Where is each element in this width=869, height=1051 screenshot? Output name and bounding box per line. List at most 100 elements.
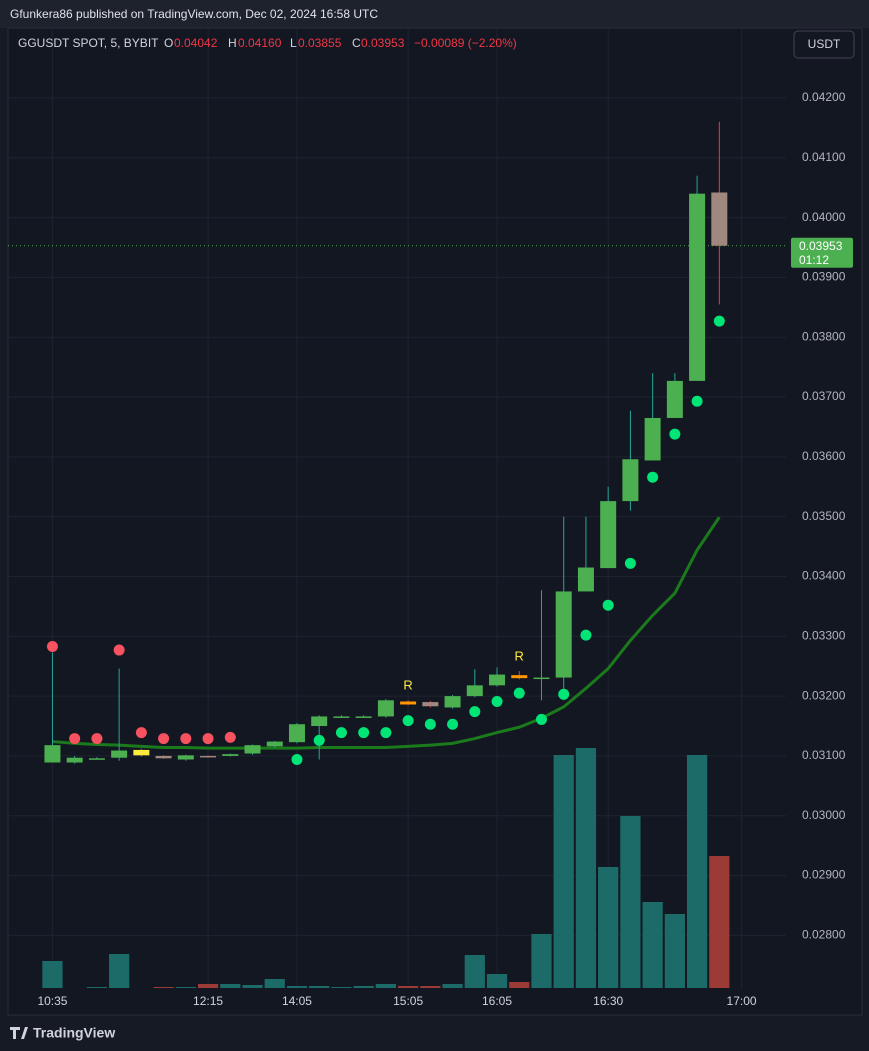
logo — [10, 1027, 28, 1039]
volume-bar — [375, 984, 396, 988]
volume-bar — [442, 984, 463, 988]
currency-label[interactable]: USDT — [808, 37, 841, 51]
candle-body — [577, 567, 594, 592]
candle-body — [88, 758, 105, 760]
sar-dot — [491, 695, 503, 707]
o-label: O — [164, 36, 173, 50]
candle-body — [644, 417, 661, 461]
volume-bar — [153, 987, 174, 988]
o-value: 0.04042 — [174, 36, 218, 50]
volume-bar — [398, 986, 419, 988]
y-tick-label: 0.03300 — [802, 628, 846, 642]
sar-dot — [402, 715, 414, 727]
candle-body — [377, 700, 394, 717]
last-price-label: 0.03953 — [799, 239, 843, 253]
volume-bar — [664, 914, 685, 988]
candle-body — [244, 745, 261, 754]
volume-bar — [686, 755, 708, 988]
sar-dot — [313, 734, 325, 746]
sar-dot — [447, 718, 459, 730]
currency-button[interactable] — [793, 30, 855, 59]
volume-bar — [464, 955, 485, 988]
y-tick-label: 0.03700 — [802, 389, 846, 403]
candle-body — [222, 754, 239, 756]
candle-body — [466, 685, 483, 697]
volume-bar — [709, 856, 730, 988]
candle-body — [489, 674, 506, 686]
volume-bar — [242, 985, 263, 988]
sar-dot — [380, 727, 392, 739]
y-tick-label: 0.03600 — [802, 449, 846, 463]
volume-bar — [286, 986, 308, 988]
x-tick-label: 14:05 — [282, 994, 312, 1008]
sar-dot — [513, 687, 525, 699]
y-tick-label: 0.03100 — [802, 748, 846, 762]
sar-dot — [602, 599, 614, 611]
y-tick-label: 0.03500 — [802, 509, 846, 523]
x-tick-label: 16:05 — [482, 994, 512, 1008]
volume-bar — [220, 984, 241, 988]
x-tick-label: 15:05 — [393, 994, 423, 1008]
y-tick-label: 0.04100 — [802, 150, 846, 164]
sar-dot — [358, 727, 370, 739]
volume-bar — [197, 984, 219, 988]
sar-dot — [180, 733, 192, 745]
sar-dot — [224, 731, 236, 743]
footer — [0, 1016, 869, 1051]
sar-dot — [535, 713, 547, 725]
volume-bar — [331, 987, 352, 988]
countdown: 01:12 — [799, 253, 829, 267]
candle-body — [266, 741, 283, 747]
volume-bar — [575, 748, 597, 988]
volume-bar — [42, 961, 63, 988]
candle-body — [155, 755, 172, 759]
candle-body — [600, 501, 617, 569]
sar-dot — [558, 688, 570, 700]
candle-body — [511, 675, 528, 679]
volume-bar — [486, 974, 508, 988]
symbol: GGUSDT SPOT, 5, BYBIT — [18, 36, 159, 50]
volume-bar — [509, 982, 530, 988]
sar-dot — [91, 733, 103, 745]
candle-body — [111, 750, 128, 758]
moving-average — [52, 516, 721, 750]
sar-dot — [291, 754, 303, 766]
candle-body — [288, 724, 305, 743]
y-tick-label: 0.02800 — [802, 928, 846, 942]
candle-body — [689, 193, 706, 381]
volume-bar — [420, 986, 441, 988]
h-value: 0.04160 — [238, 36, 282, 50]
sar-dot — [647, 471, 659, 483]
y-tick-label: 0.03000 — [802, 808, 846, 822]
sar-dot — [135, 727, 147, 739]
y-tick-label: 0.03900 — [802, 270, 846, 284]
change: −0.00089 (−2.20%) — [414, 36, 517, 50]
volume-bar — [175, 987, 196, 988]
sar-dot — [424, 718, 436, 730]
x-tick-label: 10:35 — [37, 994, 67, 1008]
sar-dot — [669, 428, 681, 440]
legend: GGUSDT SPOT, 5, BYBIT O 0.04042 H 0.0416… — [18, 36, 517, 50]
sar-dot — [691, 395, 703, 407]
volume-bar — [553, 755, 574, 988]
x-tick-label: 16:30 — [593, 994, 623, 1008]
y-tick-label: 0.04200 — [802, 90, 846, 104]
volume-bar — [620, 816, 641, 988]
sar-dot — [69, 733, 81, 745]
header-title: Gfunkera86 published on TradingView.com,… — [10, 7, 378, 21]
sar-dot — [202, 733, 214, 745]
l-label: L — [290, 36, 297, 50]
sar-dot — [469, 706, 481, 718]
last-price-tag — [791, 237, 853, 268]
volume-bar — [86, 987, 108, 988]
sar-dot — [158, 733, 170, 745]
sar-dot — [713, 315, 725, 327]
sar-dot — [335, 727, 347, 739]
footer-brand: TradingView — [33, 1025, 115, 1041]
volume-bar — [531, 934, 552, 988]
y-tick-label: 0.03400 — [802, 569, 846, 583]
y-tick-label: 0.02900 — [802, 868, 846, 882]
candle-body — [311, 716, 328, 727]
volume-bar — [598, 867, 619, 988]
candle-body — [133, 749, 150, 756]
